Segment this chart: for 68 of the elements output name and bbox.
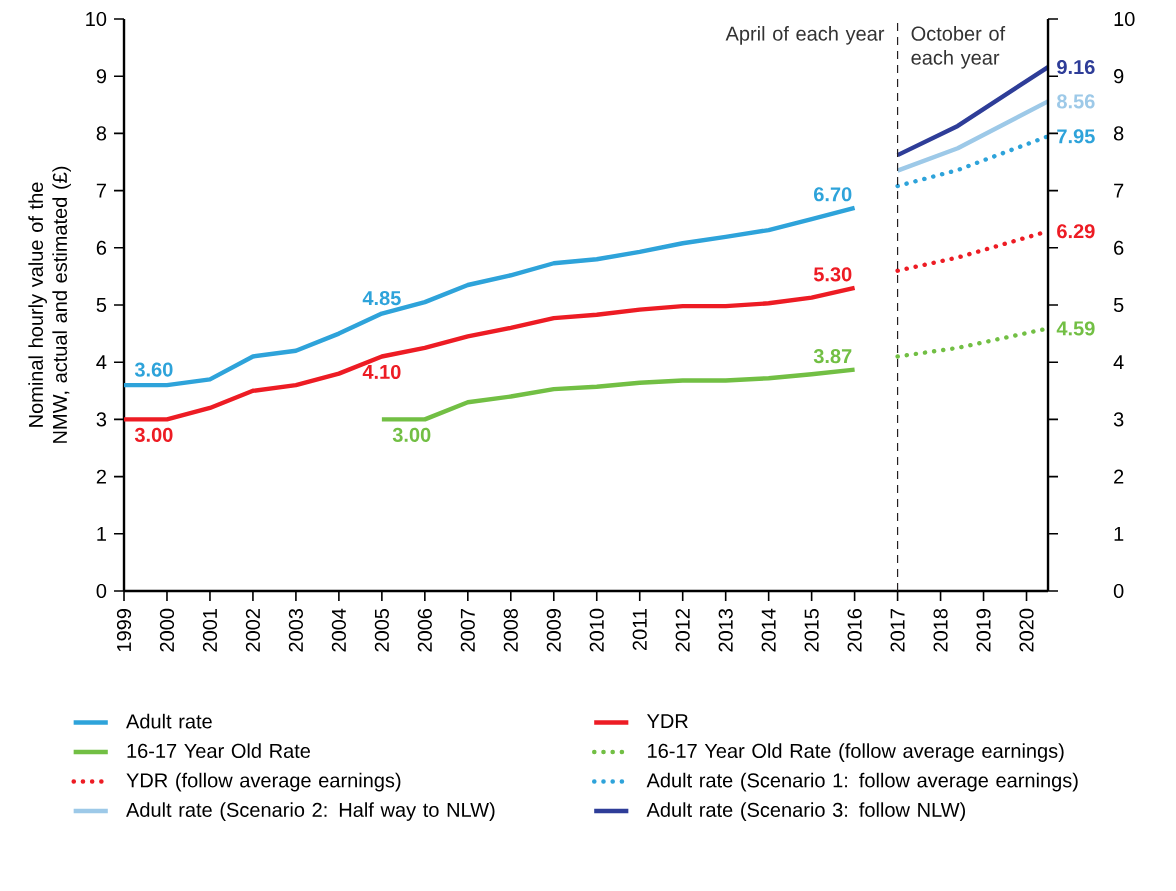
x-tick-label: 2013 [718,608,733,652]
y-tick-label: 10 [86,11,107,27]
x-tick-label: 2015 [804,608,819,652]
y2-tick-label: 7 [1114,183,1124,198]
y2-tick-label: 2 [1114,469,1124,484]
x-tick-label: 2007 [460,609,475,652]
annotation: April of each year [725,26,885,45]
data-label: 3.60 [134,362,173,377]
data-label: 4.85 [362,291,401,306]
data-label: 3.87 [813,349,852,364]
x-tick-label: 2001 [202,609,218,652]
x-tick-label: 2011 [632,609,647,651]
x-tick-label: 2020 [1019,608,1034,652]
y-axis-title: Nominal hourly value of the NMW, actual and estimated (£) [28,166,71,443]
x-tick-label: 2009 [546,609,561,652]
y2-tick-label: 6 [1114,240,1124,255]
y-tick-label: 7 [96,183,106,198]
data-label: 5.30 [813,267,852,282]
y-tick-label: 0 [96,583,107,599]
x-tick-label: 2014 [761,608,776,652]
legend-label: YDR (follow average earnings) [126,772,401,792]
y-tick-label: 3 [96,412,107,427]
data-label: 3.00 [134,427,173,442]
y2-tick-label: 3 [1113,412,1124,427]
x-tick-label: 2017 [890,609,905,652]
y2-tick-label: 0 [1113,583,1124,599]
x-tick-label: 2016 [847,608,862,652]
legend-label: YDR [646,714,688,728]
x-tick-label: 2000 [159,608,175,652]
x-tick-label: 2010 [589,608,604,652]
y-tick-label: 5 [96,298,107,312]
x-tick-label: 2018 [933,608,948,652]
x-tick-label: 2008 [503,608,518,652]
data-label: 8.56 [1057,94,1095,109]
x-tick-label: 2006 [417,608,432,652]
legend-label: Adult rate (Scenario 3: follow NLW) [646,802,966,821]
x-tick-label: 1999 [116,609,132,652]
y-tick-label: 2 [96,469,106,484]
data-label: 4.10 [362,364,401,380]
data-label: 6.70 [814,187,852,202]
x-tick-label: 2019 [976,609,991,652]
data-label: 3.00 [392,427,431,442]
y-tick-label: 8 [96,126,107,141]
legend-label: 16-17 Year Old Rate (follow average earnings) [648,743,1064,762]
legend-label: Adult rate (Scenario 2: Half way to NLW) [126,802,495,821]
x-tick-label: 2002 [245,609,261,652]
y-tick-label: 9 [96,69,107,84]
data-label: 7.95 [1057,129,1095,144]
data-label: 9.16 [1057,59,1095,75]
y-tick-label: 6 [96,240,107,255]
x-tick-label: 2004 [331,608,346,652]
y-tick-label: 4 [96,355,107,370]
y-tick-label: 1 [97,526,106,541]
y2-tick-label: 9 [1114,69,1124,84]
x-tick-label: 2005 [374,608,389,652]
data-label: 4.59 [1056,321,1095,336]
x-tick-label: 2003 [288,608,303,652]
y2-tick-label: 8 [1113,126,1124,141]
legend-label: 16-17 Year Old Rate [127,743,311,758]
data-label: 6.29 [1057,224,1095,239]
y2-tick-label: 10 [1114,11,1135,27]
y2-tick-label: 5 [1113,298,1124,312]
legend-label: Adult rate (Scenario 1: follow average earnings) [646,772,1078,792]
annotation: October of each year [911,26,1006,69]
legend-label: Adult rate [126,713,212,729]
x-tick-label: 2012 [675,609,690,652]
y2-tick-label: 4 [1113,355,1124,370]
y2-tick-label: 1 [1114,526,1124,541]
